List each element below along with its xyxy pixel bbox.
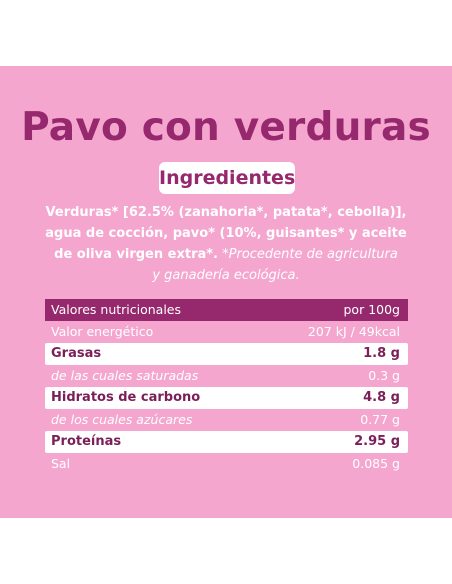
ingredients-text: Verduras* [62.5% (zanahoria*, patata*, c… xyxy=(40,202,412,286)
ingredients-heading: Ingredientes xyxy=(159,162,295,194)
nutrition-row-carbs: Hidratos de carbono 4.8 g xyxy=(45,387,408,409)
nutrition-row-label: Grasas xyxy=(51,346,102,361)
nutrition-row-value: 1.8 g xyxy=(363,346,400,361)
nutrition-row-value: 0.3 g xyxy=(368,368,400,383)
nutrition-header-value: por 100g xyxy=(343,302,401,317)
nutrition-row-fat: Grasas 1.8 g xyxy=(45,343,408,365)
nutrition-row-label: Valor energético xyxy=(51,324,154,339)
nutrition-header-label: Valores nutricionales xyxy=(51,302,182,317)
nutrition-row-value: 0.085 g xyxy=(352,456,400,471)
product-title: Pavo con verduras xyxy=(21,105,431,150)
nutrition-row-value: 4.8 g xyxy=(363,390,400,405)
product-panel: Pavo con verduras Ingredientes Verduras*… xyxy=(0,66,452,518)
nutrition-row-label: Sal xyxy=(51,456,71,471)
nutrition-row-salt: Sal 0.085 g xyxy=(45,453,408,475)
nutrition-table: Valores nutricionales por 100g Valor ene… xyxy=(45,299,408,475)
nutrition-row-value: 2.95 g xyxy=(354,434,400,449)
nutrition-row-label: de las cuales saturadas xyxy=(51,368,199,383)
nutrition-row-energy: Valor energético 207 kJ / 49kcal xyxy=(45,321,408,343)
nutrition-row-label: de los cuales azúcares xyxy=(51,412,193,427)
nutrition-header-row: Valores nutricionales por 100g xyxy=(45,299,408,321)
ingredients-line-3: de oliva virgen extra*. *Procedente de a… xyxy=(40,244,412,265)
nutrition-row-value: 0.77 g xyxy=(360,412,400,427)
ingredients-line-1: Verduras* [62.5% (zanahoria*, patata*, c… xyxy=(45,205,407,220)
ingredients-line-3-italic: *Procedente de agricultura xyxy=(218,247,398,262)
ingredients-line-4: y ganadería ecológica. xyxy=(152,268,300,283)
ingredients-line-2: agua de cocción, pavo* (10%, guisantes* … xyxy=(45,226,407,241)
nutrition-row-label: Hidratos de carbono xyxy=(51,390,201,405)
ingredients-line-3-bold: de oliva virgen extra*. xyxy=(54,247,218,262)
nutrition-row-sugars: de los cuales azúcares 0.77 g xyxy=(45,409,408,431)
nutrition-row-saturated: de las cuales saturadas 0.3 g xyxy=(45,365,408,387)
nutrition-row-value: 207 kJ / 49kcal xyxy=(307,324,400,339)
nutrition-row-label: Proteínas xyxy=(51,434,122,449)
nutrition-row-protein: Proteínas 2.95 g xyxy=(45,431,408,453)
